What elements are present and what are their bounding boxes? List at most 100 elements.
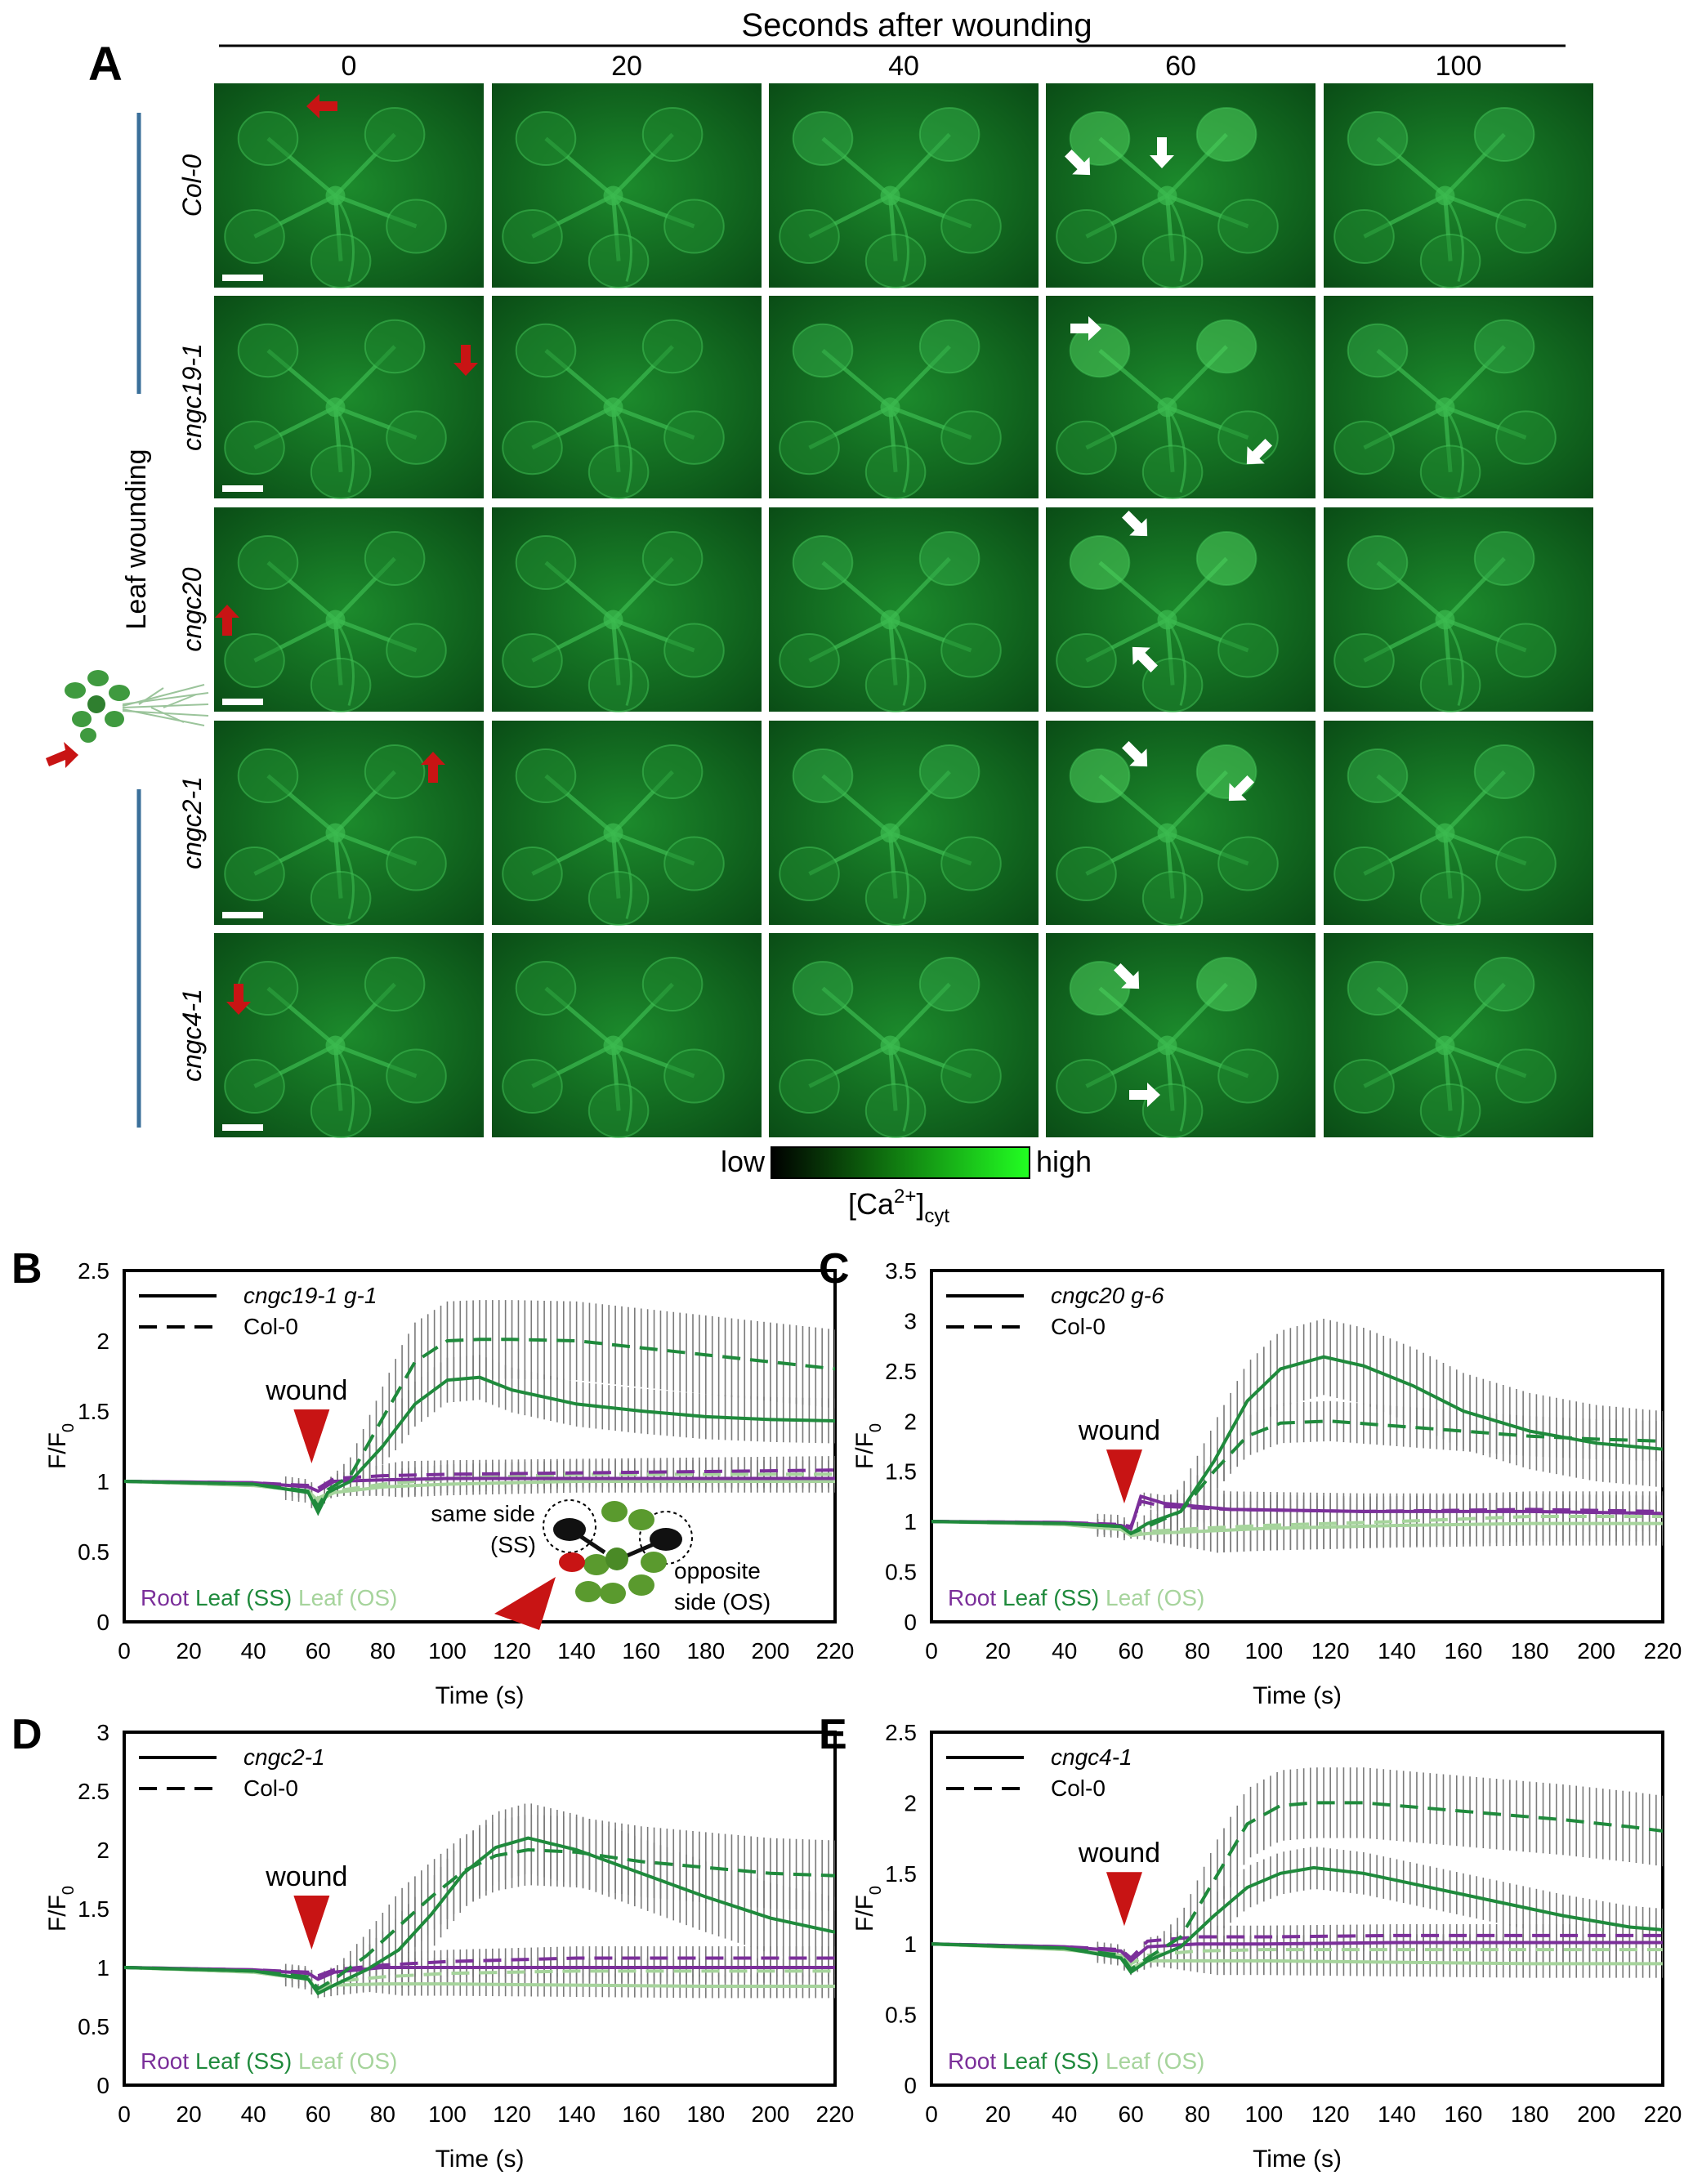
x-tick-label: 80 — [370, 2101, 395, 2127]
colorbar-label: [Ca2+]cyt — [848, 1186, 949, 1227]
series-line-leaf_os-dashed — [124, 1472, 835, 1500]
error-bars-root-dashed — [284, 1946, 835, 1977]
response-arrow-icon — [1150, 137, 1174, 168]
imaging-tile — [1046, 296, 1316, 500]
x-tick-label: 180 — [1511, 1638, 1549, 1664]
y-tick-label: 0 — [96, 2073, 109, 2098]
x-tick-label: 0 — [925, 2101, 938, 2127]
x-tick-label: 200 — [752, 1638, 790, 1664]
series-line-root-solid — [124, 1476, 835, 1494]
plot-frame — [123, 1269, 837, 1623]
y-tick-label: 1 — [904, 1932, 917, 1957]
wound-arrow-icon — [421, 752, 445, 783]
x-axis-label: Time (s) — [1253, 1682, 1342, 1709]
x-tick-label: 40 — [241, 2101, 266, 2127]
y-tick-label: 2.5 — [885, 1359, 917, 1384]
panel-a-header: Seconds after wounding — [741, 7, 1092, 43]
scale-bar — [222, 275, 263, 281]
series-line-leaf_ss-solid — [931, 1865, 1663, 1975]
scale-bar — [222, 1124, 263, 1131]
y-tick-label: 1.5 — [885, 1861, 917, 1887]
y-tick-label: 1 — [96, 1955, 109, 1981]
genotype-label: Col-0 — [177, 154, 207, 217]
y-tick-label: 2 — [96, 1329, 109, 1354]
y-tick-label: 3 — [96, 1720, 109, 1745]
x-tick-label: 0 — [925, 1638, 938, 1664]
legend-label: cngc2-1 — [243, 1744, 325, 1770]
y-tick-label: 3.5 — [885, 1258, 917, 1284]
chart-panel-D: D 0 0.5 1 1.5 2 2.5 3 0 20 40 60 80 100 120 140 160 180 20… — [11, 1711, 854, 2173]
x-tick-label: 220 — [816, 1638, 855, 1664]
rosette-inset-icon: same side (SS) opposite side (OS) — [431, 1499, 771, 1630]
imaging-tile — [214, 83, 484, 288]
x-tick-label: 140 — [1378, 1638, 1416, 1664]
genotype-label: cngc20 — [177, 567, 207, 651]
wound-marker-icon — [494, 1577, 556, 1630]
legend-label: cngc20 g-6 — [1051, 1283, 1164, 1308]
x-axis-label: Time (s) — [436, 1682, 525, 1709]
wound-arrow-icon — [226, 984, 251, 1015]
error-bars-leaf_ss-solid — [1097, 1847, 1663, 1976]
wound-arrow-icon — [46, 742, 78, 768]
y-tick-label: 2 — [904, 1409, 917, 1434]
y-tick-label: 2.5 — [78, 1258, 109, 1284]
inset-label: (SS) — [490, 1532, 536, 1557]
imaging-tile — [492, 933, 762, 1138]
x-tick-label: 40 — [241, 1638, 266, 1664]
wound-marker-icon — [293, 1896, 330, 1950]
x-tick-label: 100 — [1244, 1638, 1283, 1664]
y-tick-label: 2.5 — [78, 1779, 109, 1804]
series-line-root-dashed — [931, 1933, 1663, 1961]
x-tick-label: 160 — [1445, 2101, 1483, 2127]
series-line-leaf_ss-solid — [931, 1355, 1663, 1536]
imaging-tile — [769, 83, 1039, 288]
response-arrow-icon — [1114, 963, 1140, 989]
scale-bar — [222, 699, 263, 705]
time-label: 100 — [1436, 51, 1482, 82]
x-tick-label: 40 — [1052, 1638, 1077, 1664]
x-tick-label: 120 — [493, 1638, 531, 1664]
x-tick-label: 100 — [428, 2101, 467, 2127]
tissue-legend: Root Leaf (SS) Leaf (OS) — [141, 1585, 397, 1610]
response-arrow-icon — [1228, 775, 1254, 802]
panel-letter: D — [11, 1711, 42, 1758]
y-tick-label: 2.5 — [885, 1720, 917, 1745]
legend-label: Col-0 — [243, 1314, 298, 1339]
time-label: 60 — [1165, 51, 1196, 82]
response-arrow-icon — [1246, 439, 1272, 465]
y-tick-label: 1 — [96, 1469, 109, 1494]
side-label: Leaf wounding — [121, 449, 152, 629]
imaging-tile — [769, 721, 1039, 926]
x-tick-label: 60 — [306, 1638, 331, 1664]
imaging-tile — [1046, 507, 1316, 712]
chart-panel-E: E 0 0.5 1 1.5 2 2.5 0 20 40 60 80 100 120 140 160 180 200… — [819, 1711, 1682, 2173]
x-tick-label: 60 — [306, 2101, 331, 2127]
imaging-tile — [1324, 507, 1593, 712]
imaging-tile — [1046, 721, 1316, 926]
x-tick-label: 20 — [176, 2101, 202, 2127]
y-tick-label: 2 — [904, 1790, 917, 1816]
series-line-leaf_ss-solid — [124, 1375, 835, 1516]
panel-letter: C — [819, 1245, 850, 1293]
imaging-tile — [492, 721, 762, 926]
y-tick-label: 0.5 — [885, 2003, 917, 2028]
tissue-legend: Root Leaf (SS) Leaf (OS) — [141, 2048, 397, 2074]
inset-label: opposite — [674, 1558, 761, 1583]
panel-a-letter: A — [88, 38, 123, 91]
imaging-tile — [214, 507, 484, 712]
legend-label: Col-0 — [1051, 1775, 1106, 1801]
imaging-tile — [1324, 296, 1593, 500]
y-tick-label: 0.5 — [78, 1539, 109, 1565]
x-tick-label: 20 — [985, 2101, 1011, 2127]
y-tick-label: 1.5 — [885, 1459, 917, 1485]
wound-marker-icon — [1106, 1872, 1142, 1927]
genotype-label: cngc4-1 — [177, 989, 207, 1082]
y-tick-label: 1.5 — [78, 1399, 109, 1424]
wound-marker-icon — [1106, 1449, 1142, 1504]
wound-marker-icon — [293, 1409, 330, 1463]
time-label: 40 — [888, 51, 919, 82]
genotype-label: cngc19-1 — [177, 343, 207, 451]
chart-panel-B: B 0 0.5 1 1.5 2 2.5 0 20 40 60 80 100 120 140 160 180 200… — [11, 1245, 854, 1709]
y-tick-label: 3 — [904, 1308, 917, 1333]
